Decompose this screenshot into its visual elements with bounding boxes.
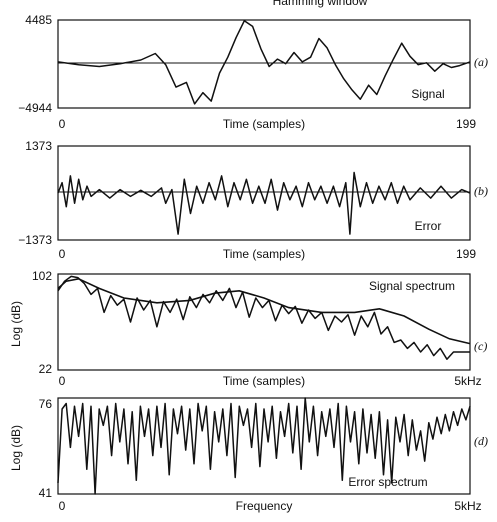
panel-a-frame [57, 19, 471, 109]
panel-b: 1373 −1373 0 199 Time (samples) Error (b… [18, 139, 488, 261]
panel-a-signal-trace [57, 20, 471, 105]
panel-b-tag: (b) [474, 184, 488, 198]
panel-b-xlabel: Time (samples) [223, 247, 305, 261]
panel-a-annotation: Signal [411, 87, 444, 101]
panel-c: 102 22 0 5kHz Time (samples) Log (dB) Si… [9, 269, 487, 388]
figure-header: Hamming window [273, 0, 368, 8]
panel-c-frame [57, 273, 471, 371]
panel-d-frame [57, 397, 471, 495]
panel-c-xlabel: Time (samples) [223, 374, 305, 388]
panel-c-tag: (c) [474, 339, 487, 353]
panel-d-ylabel: Log (dB) [9, 425, 23, 471]
panel-c-x-start: 0 [59, 374, 66, 388]
panel-c-x-end: 5kHz [454, 374, 481, 388]
panel-b-annotation: Error [415, 219, 442, 233]
panel-b-x-end: 199 [456, 247, 476, 261]
panel-d-x-start: 0 [59, 499, 66, 513]
panel-a-tag: (a) [474, 55, 488, 69]
panel-d: 76 41 0 5kHz Frequency Log (dB) Error sp… [9, 397, 488, 513]
panel-d-annotation: Error spectrum [348, 475, 427, 489]
panel-c-y-max: 102 [32, 269, 52, 283]
panel-a-xlabel: Time (samples) [223, 117, 305, 131]
panel-a-x-end: 199 [456, 117, 476, 131]
panel-b-frame [57, 145, 471, 241]
panel-a-y-min: −4944 [18, 101, 52, 115]
panel-d-error-spectrum-trace [57, 397, 471, 495]
panel-c-envelope-curve [57, 277, 471, 345]
panel-b-x-start: 0 [59, 247, 66, 261]
panel-d-y-max: 76 [39, 397, 53, 411]
panel-d-xlabel: Frequency [236, 499, 293, 513]
panel-a: 4485 −4944 0 199 Time (samples) Signal (… [18, 13, 488, 131]
panel-d-x-end: 5kHz [454, 499, 481, 513]
panel-a-x-start: 0 [59, 117, 66, 131]
panel-c-y-min: 22 [39, 362, 53, 376]
panel-d-y-min: 41 [39, 486, 53, 500]
panel-b-error-trace [57, 171, 471, 235]
panel-b-y-max: 1373 [25, 139, 52, 153]
panel-d-tag: (d) [474, 434, 488, 448]
panel-a-y-max: 4485 [25, 13, 52, 27]
panel-c-spectrum-trace [57, 275, 470, 360]
panel-b-y-min: −1373 [18, 233, 52, 247]
panel-c-ylabel: Log (dB) [9, 301, 23, 347]
panel-c-annotation: Signal spectrum [369, 279, 455, 293]
